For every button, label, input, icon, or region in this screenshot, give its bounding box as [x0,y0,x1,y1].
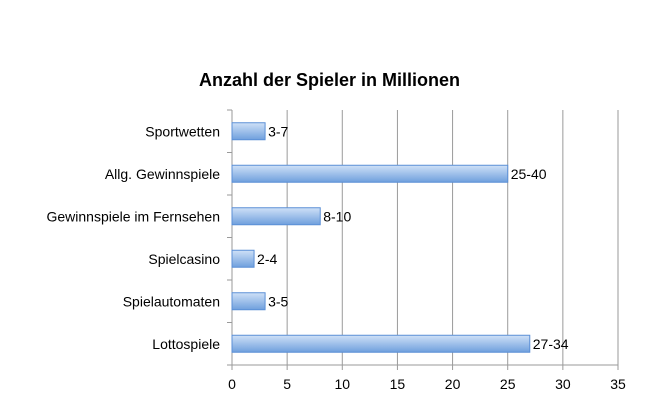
category-label: Gewinnspiele im Fernsehen [46,208,220,224]
category-label: Spielcasino [148,251,220,267]
bar-2 [231,207,321,226]
x-tick-label: 5 [283,376,291,392]
bar-0 [231,122,266,141]
value-label: 8-10 [323,208,351,224]
x-tick-label: 0 [228,376,236,392]
category-label: Spielautomaten [123,293,220,309]
category-label: Sportwetten [145,123,220,139]
category-label: Lottospiele [152,336,220,352]
bar-5 [231,334,531,353]
value-label: 2-4 [257,251,277,267]
value-label: 3-5 [268,293,288,309]
chart-title: Anzahl der Spieler in Millionen [198,70,461,90]
x-tick-label: 20 [445,376,461,392]
bar-4 [231,292,266,311]
x-tick-label: 10 [334,376,350,392]
x-tick-label: 25 [500,376,516,392]
value-label: 27-34 [533,336,569,352]
bar-3 [231,249,255,268]
value-label: 25-40 [511,166,547,182]
value-label: 3-7 [268,123,288,139]
bar-1 [231,164,509,183]
category-label: Allg. Gewinnspiele [105,166,220,182]
x-tick-label: 30 [555,376,571,392]
x-tick-label: 15 [390,376,406,392]
x-tick-label: 35 [610,376,626,392]
